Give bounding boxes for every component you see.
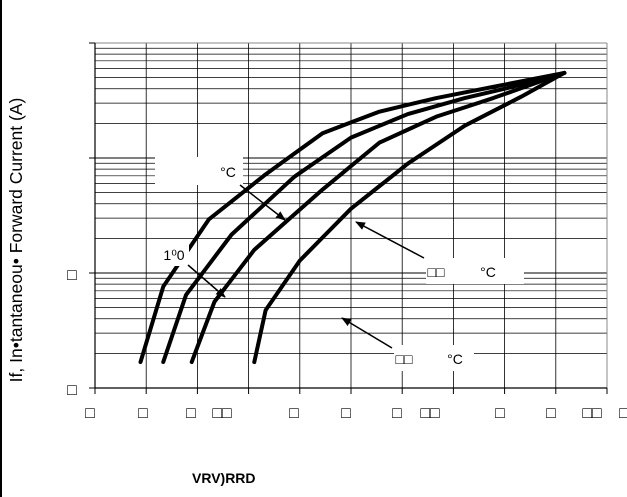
callout-arrow [239,184,286,221]
x-axis-label: VRV)RRD [192,470,256,486]
x-tick-label: □□ [582,405,602,422]
callout-label: °C [220,164,236,180]
callout-label: °C [480,264,496,280]
x-tick-label: □ [619,405,627,422]
curves [138,70,567,365]
callout-box [394,345,474,371]
callout-prefix: □□ [396,351,413,367]
callout-label: 1⁰0 [163,247,184,263]
x-tick-label: □ [495,405,505,422]
x-tick-label: □ [85,405,95,422]
left-border [0,0,2,497]
y-tick-label: □ [67,382,77,399]
callout-box [159,244,189,266]
callout-arrow [187,264,226,298]
curve-3 [252,70,567,365]
curve-2 [189,70,567,365]
callout-box [426,258,524,284]
x-tick-label: □ [289,405,299,422]
annotations: °C 1⁰0 □□ °C □□ °C [155,157,524,371]
y-tick-label: □ [67,267,77,284]
x-tick-label: □ [546,405,556,422]
callout-label: °C [447,351,463,367]
callout-box [155,157,243,185]
plot-frame [94,42,608,389]
ticks: □ □ □ □□ □ □ □ □□ □ □ □□ □□□ [67,42,627,422]
curve-0 [138,70,567,365]
callout-arrow [341,317,393,349]
curve-1 [161,70,567,365]
x-tick-label: □□ [212,405,232,422]
callout-arrow [355,221,425,259]
callout-prefix: □□ [428,264,445,280]
x-tick-label: □ [186,405,196,422]
x-tick-label: □ [138,405,148,422]
x-tick-label: □ [341,405,351,422]
x-tick-label: □ [392,405,402,422]
x-tick-label: □□ [420,405,440,422]
